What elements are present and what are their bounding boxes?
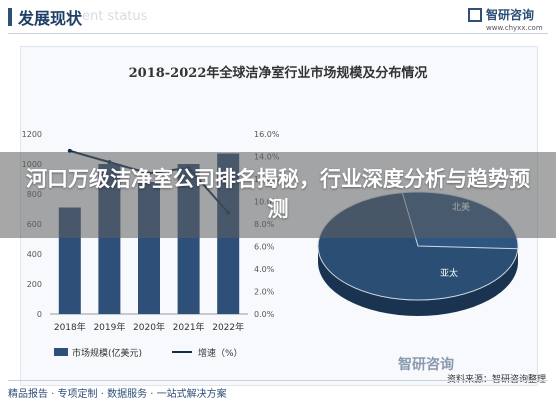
y2-tick-label: 4.0% <box>254 265 275 274</box>
headline-overlay <box>0 152 556 238</box>
y2-tick-label: 16.0% <box>254 130 280 139</box>
header-accent-bar <box>8 8 12 26</box>
y-tick-label: 1200 <box>22 130 42 139</box>
logo-name: 智研咨询 <box>486 8 535 22</box>
x-tick-label: 2022年 <box>212 321 244 333</box>
page-title: 发展现状 <box>18 9 83 28</box>
legend-swatch-bars <box>54 348 68 356</box>
footer-links: 精品报告 · 专项定制 · 数据服务 · 一站式解决方案 <box>8 389 227 400</box>
source-text: 资料来源：智研咨询整理 <box>446 375 546 385</box>
y-tick-label: 0 <box>37 310 42 319</box>
source-logo: 智研咨询 <box>398 357 454 373</box>
x-tick-label: 2019年 <box>93 321 125 333</box>
header: 发展现状 ent status 智研咨询 www.chyxx.com <box>0 0 556 34</box>
page-subtitle-en: ent status <box>82 9 148 24</box>
x-tick-label: 2020年 <box>133 321 165 333</box>
headline-text: 河口万级洁净室公司排名揭秘，行业深度分析与趋势预测 <box>26 167 530 221</box>
pie-label: 亚太 <box>440 267 458 279</box>
footer-divider <box>8 380 548 381</box>
x-tick-label: 2021年 <box>173 321 205 333</box>
y2-tick-label: 2.0% <box>254 288 275 297</box>
logo-icon <box>468 8 482 22</box>
chart-title: 2018-2022年全球洁净室行业市场规模及分布情况 <box>128 66 428 81</box>
growth-point <box>67 148 72 153</box>
logo-url: www.chyxx.com <box>486 24 543 32</box>
header-divider <box>8 33 548 34</box>
y2-tick-label: 0.0% <box>254 310 275 319</box>
x-tick-label: 2018年 <box>54 321 86 333</box>
y2-tick-label: 6.0% <box>254 243 275 252</box>
legend-label-line: 增速（%） <box>198 347 243 359</box>
y-tick-label: 400 <box>27 250 42 259</box>
legend-label-bars: 市场规模(亿美元) <box>72 347 142 359</box>
y-tick-label: 200 <box>27 280 42 289</box>
